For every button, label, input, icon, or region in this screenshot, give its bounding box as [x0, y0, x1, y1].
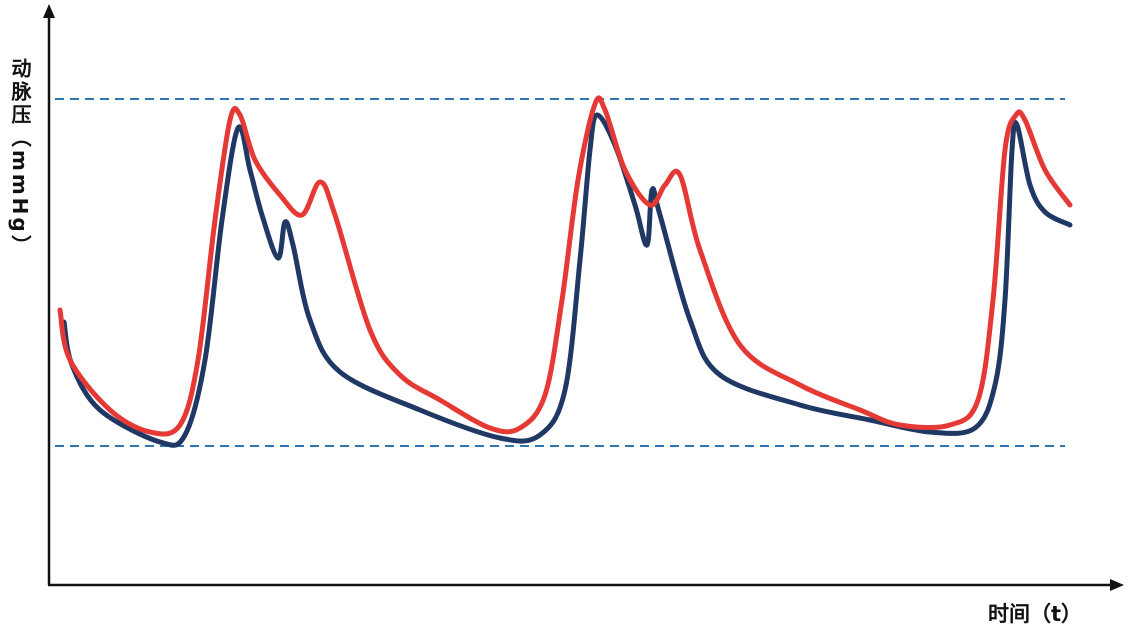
- x-arrow: [1110, 579, 1124, 591]
- y-arrow: [43, 4, 55, 18]
- pressure-curve-red: [57, 95, 1073, 437]
- y-axis-label: 动脉压（mmHg）: [8, 58, 32, 258]
- pressure-curve-navy: [61, 112, 1073, 448]
- x-axis-label: 时间（t）: [988, 602, 1083, 626]
